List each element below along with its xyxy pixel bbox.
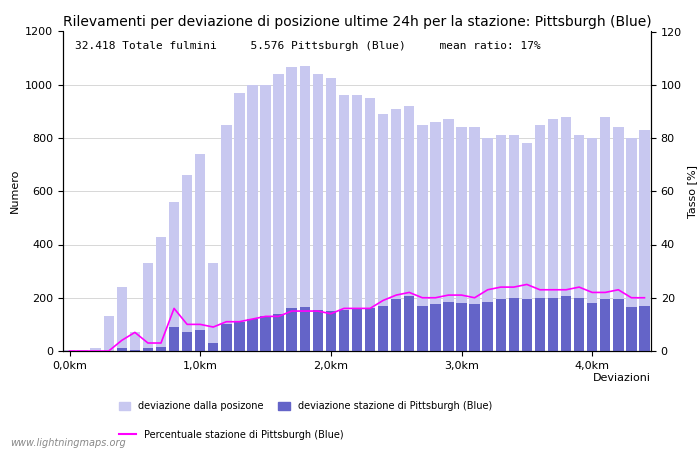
Y-axis label: Numero: Numero <box>10 169 20 213</box>
Bar <box>404 106 414 351</box>
Bar <box>378 306 388 351</box>
Bar <box>574 298 584 351</box>
Bar <box>561 117 571 351</box>
Bar <box>221 324 232 351</box>
Bar <box>182 175 192 351</box>
Bar <box>313 74 323 351</box>
Text: 32.418 Totale fulmini     5.576 Pittsburgh (Blue)     mean ratio: 17%: 32.418 Totale fulmini 5.576 Pittsburgh (… <box>75 41 540 51</box>
Bar <box>117 348 127 351</box>
Bar <box>417 125 428 351</box>
Bar <box>156 347 166 351</box>
Bar <box>509 298 519 351</box>
Bar <box>509 135 519 351</box>
Bar <box>535 298 545 351</box>
Bar <box>443 119 454 351</box>
Bar <box>600 299 610 351</box>
Bar <box>535 125 545 351</box>
Bar <box>234 93 244 351</box>
Bar <box>404 297 414 351</box>
Bar <box>143 348 153 351</box>
Bar <box>300 66 310 351</box>
Bar <box>482 138 493 351</box>
Bar <box>352 308 362 351</box>
Bar <box>352 95 362 351</box>
Bar <box>300 307 310 351</box>
Bar <box>221 125 232 351</box>
Bar <box>169 327 179 351</box>
Bar <box>260 85 271 351</box>
Legend: Percentuale stazione di Pittsburgh (Blue): Percentuale stazione di Pittsburgh (Blue… <box>115 426 348 444</box>
Bar <box>326 78 336 351</box>
Bar <box>417 306 428 351</box>
Bar <box>274 314 284 351</box>
Bar <box>260 316 271 351</box>
Bar <box>626 138 636 351</box>
Bar <box>430 122 440 351</box>
Title: Rilevamenti per deviazione di posizione ultime 24h per la stazione: Pittsburgh (: Rilevamenti per deviazione di posizione … <box>63 15 651 29</box>
Bar <box>247 319 258 351</box>
Y-axis label: Tasso [%]: Tasso [%] <box>687 165 697 218</box>
Bar <box>286 68 297 351</box>
Bar <box>587 303 597 351</box>
Bar <box>208 343 218 351</box>
Bar <box>378 114 388 351</box>
Bar <box>274 74 284 351</box>
Bar <box>365 98 375 351</box>
Bar <box>443 302 454 351</box>
Bar <box>548 119 558 351</box>
Bar <box>169 202 179 351</box>
Text: Deviazioni: Deviazioni <box>593 374 651 383</box>
Bar <box>234 322 244 351</box>
Bar <box>64 350 75 351</box>
Text: www.lightningmaps.org: www.lightningmaps.org <box>10 438 126 448</box>
Bar <box>117 287 127 351</box>
Bar <box>496 299 506 351</box>
Bar <box>587 138 597 351</box>
Bar <box>561 297 571 351</box>
Bar <box>182 333 192 351</box>
Bar <box>130 350 140 351</box>
Bar <box>482 302 493 351</box>
Bar <box>639 130 650 351</box>
Bar <box>130 333 140 351</box>
Bar <box>600 117 610 351</box>
Bar <box>470 127 480 351</box>
Bar <box>522 299 532 351</box>
Bar <box>195 154 205 351</box>
Bar <box>430 304 440 351</box>
Bar <box>470 304 480 351</box>
Bar <box>574 135 584 351</box>
Bar <box>496 135 506 351</box>
Bar <box>195 330 205 351</box>
Bar <box>391 299 401 351</box>
Bar <box>156 237 166 351</box>
Bar <box>456 303 467 351</box>
Bar <box>247 85 258 351</box>
Bar <box>456 127 467 351</box>
Bar <box>326 311 336 351</box>
Bar <box>391 109 401 351</box>
Bar <box>339 95 349 351</box>
Bar <box>548 298 558 351</box>
Bar <box>90 348 101 351</box>
Bar <box>613 127 624 351</box>
Bar <box>522 143 532 351</box>
Bar <box>313 310 323 351</box>
Bar <box>339 310 349 351</box>
Bar <box>365 308 375 351</box>
Bar <box>104 316 114 351</box>
Bar <box>143 263 153 351</box>
Bar <box>626 307 636 351</box>
Bar <box>208 263 218 351</box>
Bar <box>286 308 297 351</box>
Bar <box>613 299 624 351</box>
Bar <box>639 306 650 351</box>
